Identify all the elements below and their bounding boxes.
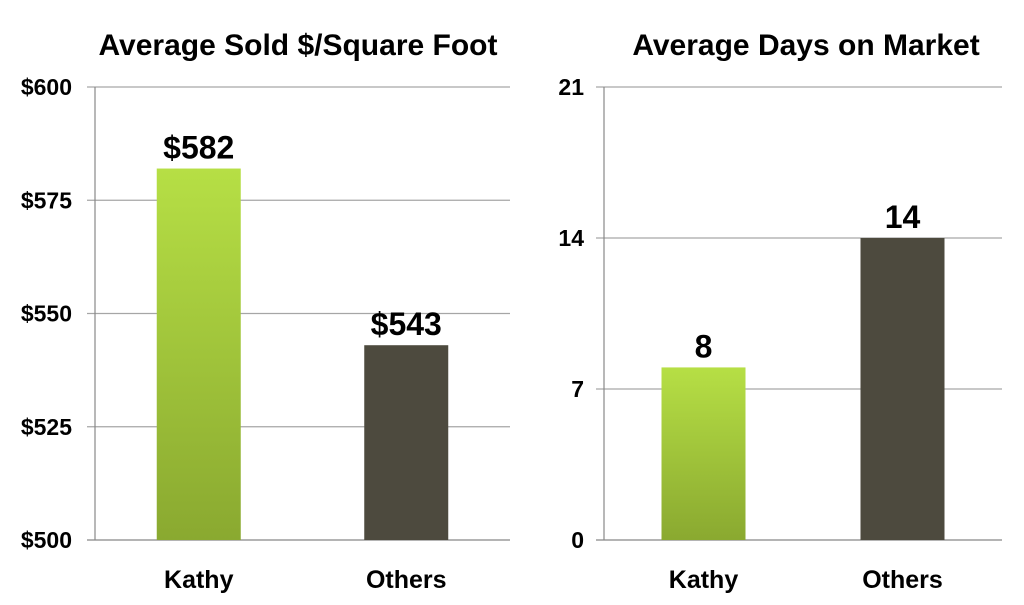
data-label: $543 <box>371 306 442 342</box>
bar-kathy <box>156 168 241 541</box>
y-tick-label: 7 <box>571 376 584 402</box>
bar-others <box>364 345 449 540</box>
y-tick-label: $550 <box>21 301 72 327</box>
y-tick-label: $500 <box>21 527 72 553</box>
x-category-label: Others <box>366 566 447 594</box>
y-tick-label: $575 <box>21 187 72 213</box>
sold-per-sqft-chart: Average Sold $/Square Foot $500$525$550$… <box>21 29 510 594</box>
x-category-label: Kathy <box>164 566 234 594</box>
y-tick-label: 0 <box>571 527 584 553</box>
x-category-label: Kathy <box>669 566 739 594</box>
bar-others <box>860 238 945 540</box>
data-label: 8 <box>695 328 713 364</box>
bar-kathy <box>661 367 746 540</box>
bars: 8 14 <box>661 199 945 540</box>
x-axis-categories: Kathy Others <box>669 566 943 594</box>
bars: $582 $543 <box>156 130 449 541</box>
x-axis-categories: Kathy Others <box>164 566 447 594</box>
y-tick-label: 14 <box>558 225 584 251</box>
x-category-label: Others <box>862 566 943 594</box>
chart-title: Average Days on Market <box>632 29 979 62</box>
y-tick-label: $525 <box>21 414 72 440</box>
y-tick-label: $600 <box>21 74 72 100</box>
days-on-market-chart: Average Days on Market 0 7 14 21 8 14 Kathy O… <box>558 29 1002 594</box>
data-label: 14 <box>885 199 921 235</box>
data-label: $582 <box>163 130 234 166</box>
y-tick-label: 21 <box>558 74 584 100</box>
y-axis-ticks: $500 $525 $550 $575 $600 <box>21 74 510 553</box>
chart-title: Average Sold $/Square Foot <box>99 29 498 62</box>
